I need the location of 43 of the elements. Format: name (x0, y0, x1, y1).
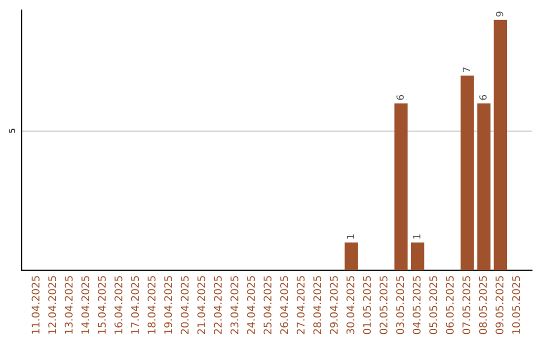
x-tick-label: 20.04.2025 (180, 276, 189, 334)
x-tick-label: 27.04.2025 (296, 276, 305, 334)
x-tick-label: 13.04.2025 (64, 276, 73, 334)
data-label: 9 (496, 12, 504, 17)
x-tick-label: 24.04.2025 (247, 276, 255, 334)
data-label: 6 (396, 95, 404, 100)
x-tick-label: 01.05.2025 (363, 276, 371, 334)
x-tick-label: 05.05.2025 (429, 276, 438, 334)
bar (394, 103, 408, 270)
y-tick-label: 5 (8, 128, 16, 133)
x-tick-label: 12.04.2025 (48, 276, 56, 334)
x-tick-label: 26.04.2025 (280, 276, 288, 334)
x-tick-label: 03.05.2025 (396, 276, 404, 334)
bar (410, 242, 424, 270)
x-tick-label: 23.04.2025 (230, 276, 238, 334)
data-label: 1 (346, 234, 354, 239)
x-tick-label: 29.04.2025 (330, 276, 338, 334)
x-tick-label: 25.04.2025 (264, 276, 272, 334)
bar (477, 103, 490, 270)
x-tick-label: 15.04.2025 (98, 276, 106, 334)
x-tick-label: 10.05.2025 (512, 276, 520, 334)
x-tick-label: 04.05.2025 (412, 276, 421, 334)
bar (494, 20, 508, 270)
x-tick-label: 09.05.2025 (496, 276, 504, 334)
x-tick-label: 02.05.2025 (380, 276, 388, 334)
x-tick-label: 19.04.2025 (164, 276, 172, 334)
x-tick-label: 18.04.2025 (148, 276, 156, 334)
bar (344, 242, 358, 270)
x-tick-label: 21.04.2025 (197, 276, 206, 334)
x-tick-label: 14.04.2025 (81, 276, 90, 334)
x-tick-label: 30.04.2025 (346, 276, 354, 334)
x-tick-label: 22.04.2025 (214, 276, 222, 334)
x-tick-label: 17.04.2025 (131, 276, 139, 334)
data-label: 1 (413, 234, 420, 239)
x-tick-label: 11.04.2025 (32, 276, 40, 334)
x-tick-label: 07.05.2025 (462, 276, 470, 334)
x-tick-label: 16.04.2025 (114, 276, 122, 334)
data-label: 7 (462, 67, 470, 72)
data-label: 6 (479, 95, 487, 100)
bar (460, 76, 474, 270)
x-tick-label: 28.04.2025 (313, 276, 322, 334)
x-tick-label: 08.05.2025 (478, 276, 487, 334)
x-tick-label: 06.05.2025 (446, 276, 454, 334)
